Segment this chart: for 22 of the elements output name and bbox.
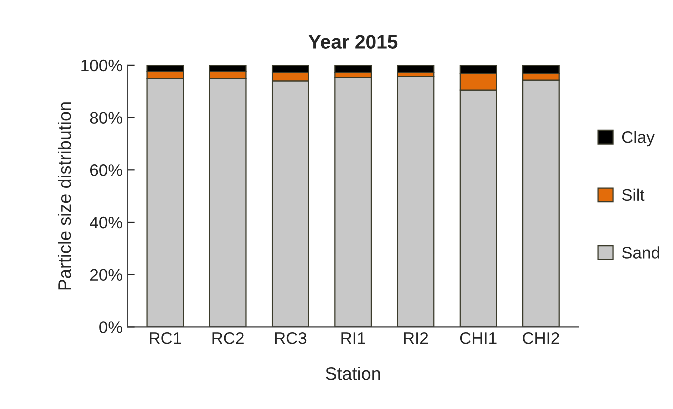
x-tick-label: CHI2: [523, 332, 560, 344]
bar: [397, 76, 435, 328]
legend-label: Sand: [622, 246, 660, 259]
x-tick-label: RC1: [150, 332, 182, 344]
x-axis-title: Station: [326, 367, 380, 380]
x-tick-label: RC3: [275, 332, 307, 344]
y-tick-label: 0%: [100, 322, 122, 334]
chart-title: Year 2015: [308, 35, 398, 49]
bar: [334, 77, 372, 328]
y-tick-label: 80%: [90, 112, 122, 124]
y-axis-title: Particle size distribution: [58, 102, 72, 290]
legend-label: Clay: [622, 131, 655, 147]
legend-label: Silt: [622, 188, 645, 202]
x-tick-label: RI1: [342, 332, 366, 344]
y-tick-label: 60%: [90, 164, 122, 176]
y-tick-label: 100%: [82, 60, 122, 72]
x-tick-label: RC2: [212, 332, 244, 344]
y-tick-label: 20%: [90, 269, 122, 282]
x-tick-label: CHI1: [460, 332, 497, 344]
x-tick-label: RI2: [404, 332, 428, 344]
bar: [397, 65, 435, 74]
y-tick-label: 40%: [90, 216, 122, 229]
